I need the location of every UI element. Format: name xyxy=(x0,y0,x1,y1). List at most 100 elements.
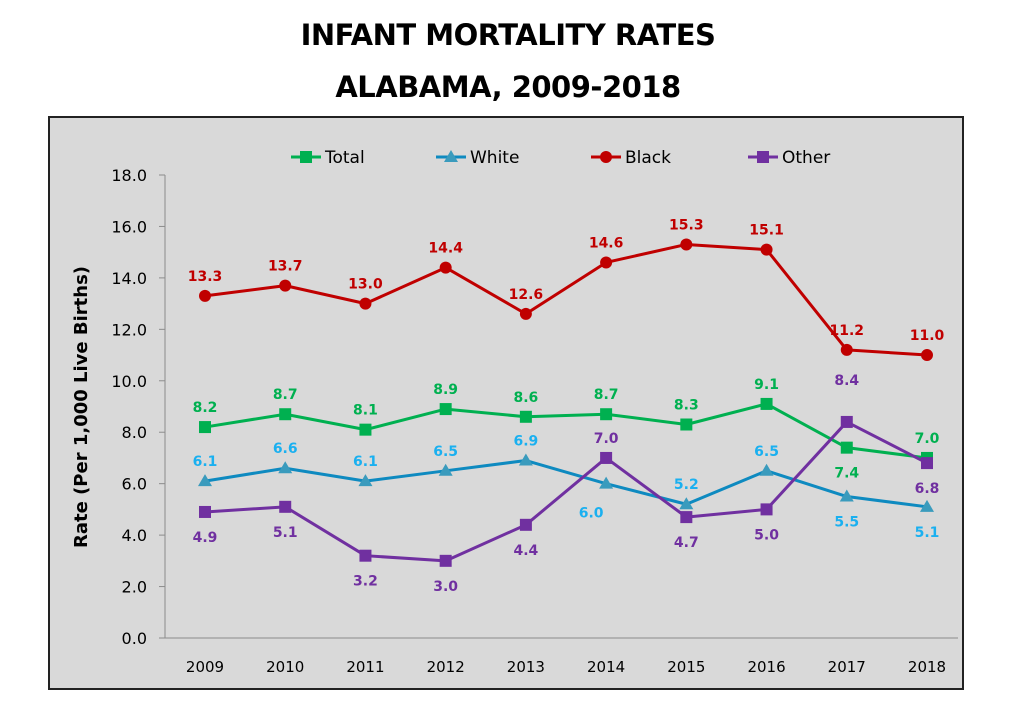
legend-item-other: Other xyxy=(748,148,830,168)
data-label: 13.0 xyxy=(348,277,383,293)
data-point xyxy=(359,423,372,436)
data-label: 7.4 xyxy=(834,466,859,482)
data-label: 8.9 xyxy=(433,382,458,398)
y-tick-label: 16.0 xyxy=(111,217,147,236)
data-point xyxy=(757,151,769,163)
series-line xyxy=(204,459,928,509)
data-point xyxy=(444,150,458,162)
series-other xyxy=(199,415,933,567)
data-point xyxy=(760,243,773,256)
legend-label: White xyxy=(470,148,519,168)
data-label: 7.0 xyxy=(915,431,940,447)
data-point xyxy=(840,343,853,356)
chart-title: INFANT MORTALITY RATES xyxy=(300,18,716,52)
data-label: 7.0 xyxy=(594,431,619,447)
data-point xyxy=(279,279,292,292)
data-point xyxy=(600,256,613,269)
data-point xyxy=(278,461,293,474)
data-point xyxy=(199,289,211,302)
x-tick-label: 2011 xyxy=(346,658,384,676)
y-tick-label: 8.0 xyxy=(122,423,147,442)
legend-item-white: White xyxy=(436,148,519,168)
data-label: 8.2 xyxy=(193,400,218,416)
data-point xyxy=(760,503,773,516)
series-line xyxy=(204,402,928,460)
y-tick-label: 6.0 xyxy=(122,475,147,494)
data-point xyxy=(439,261,452,274)
data-point xyxy=(920,499,934,512)
data-label: 5.5 xyxy=(834,515,859,531)
data-point xyxy=(359,549,372,562)
data-point xyxy=(199,421,211,434)
legend: Total White Black Other xyxy=(291,148,830,168)
series-line xyxy=(204,420,928,563)
data-point xyxy=(279,408,292,421)
series-black xyxy=(199,238,933,362)
y-tick-label: 10.0 xyxy=(111,372,147,391)
data-point xyxy=(680,511,693,524)
data-point xyxy=(840,415,853,428)
y-tick-label: 12.0 xyxy=(111,320,147,339)
data-point xyxy=(921,457,933,470)
data-label: 6.5 xyxy=(433,444,458,460)
axes: 0.0 2.0 4.0 6.0 8.0 10.0 12.0 14.0 16.0 18.0 2009 2… xyxy=(111,166,958,676)
data-point xyxy=(679,497,694,510)
data-point xyxy=(439,403,452,416)
x-tick-label: 2018 xyxy=(908,658,946,676)
data-label: 14.4 xyxy=(428,241,463,257)
chart-subtitle: ALABAMA, 2009-2018 xyxy=(335,70,681,104)
data-label: 5.1 xyxy=(273,525,298,541)
legend-item-total: Total xyxy=(291,148,365,168)
data-point xyxy=(438,463,453,476)
data-point xyxy=(921,349,933,362)
data-label: 8.4 xyxy=(834,373,859,389)
legend-label: Other xyxy=(782,148,830,168)
data-label: 13.3 xyxy=(188,269,223,285)
x-tick-label: 2009 xyxy=(186,658,224,676)
data-label: 8.1 xyxy=(353,403,378,419)
data-point xyxy=(199,505,211,518)
y-tick-label: 18.0 xyxy=(111,166,147,185)
y-tick-label: 0.0 xyxy=(122,629,147,648)
x-tick-label: 2017 xyxy=(828,658,866,676)
data-label: 11.2 xyxy=(830,323,865,339)
data-point xyxy=(439,554,452,567)
data-point xyxy=(680,418,693,431)
data-label: 4.9 xyxy=(193,530,218,546)
data-label: 4.4 xyxy=(513,543,538,559)
y-tick-label: 14.0 xyxy=(111,269,147,288)
data-point xyxy=(680,238,693,251)
data-label: 8.6 xyxy=(513,390,538,406)
chart-area xyxy=(48,116,964,690)
data-point xyxy=(599,476,614,489)
data-label: 6.0 xyxy=(579,506,604,522)
data-label: 4.7 xyxy=(674,535,699,551)
data-point xyxy=(518,453,533,466)
data-label: 6.5 xyxy=(754,444,779,460)
x-tick-label: 2014 xyxy=(587,658,625,676)
data-label: 5.0 xyxy=(754,527,779,543)
data-label: 6.1 xyxy=(193,454,218,470)
data-label: 13.7 xyxy=(268,259,303,275)
legend-item-black: Black xyxy=(591,148,671,168)
data-point xyxy=(600,151,612,163)
data-label: 6.8 xyxy=(915,481,940,497)
data-labels: 8.2 8.7 8.1 8.9 8.6 8.7 8.3 9.1 7.4 7.0 6.1 6.6 6.1 6… xyxy=(188,217,945,594)
data-label: 9.1 xyxy=(754,377,779,393)
data-point xyxy=(519,518,532,531)
data-label: 3.2 xyxy=(353,574,378,590)
data-label: 14.6 xyxy=(589,235,624,251)
data-point xyxy=(759,463,774,476)
data-label: 5.2 xyxy=(674,477,699,493)
y-tick-label: 2.0 xyxy=(122,578,147,597)
data-point xyxy=(840,441,853,454)
legend-label: Black xyxy=(625,148,671,168)
x-tick-label: 2013 xyxy=(507,658,545,676)
data-point xyxy=(519,307,532,320)
data-label: 6.6 xyxy=(273,441,298,457)
series-line xyxy=(204,242,928,357)
data-label: 15.1 xyxy=(749,223,784,239)
data-point xyxy=(359,297,372,310)
data-label: 15.3 xyxy=(669,217,704,233)
